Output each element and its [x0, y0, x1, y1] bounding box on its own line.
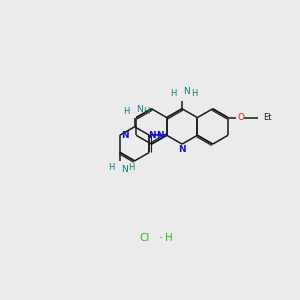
Text: N: N	[136, 105, 142, 114]
Text: N: N	[121, 131, 129, 140]
Text: N: N	[121, 165, 128, 174]
Text: Cl: Cl	[139, 233, 149, 243]
Text: H: H	[165, 233, 173, 243]
Text: H: H	[170, 89, 177, 98]
Text: H: H	[143, 107, 149, 116]
Text: H: H	[108, 163, 115, 172]
Text: O: O	[237, 112, 244, 122]
Text: N: N	[148, 131, 155, 140]
Text: H: H	[191, 89, 197, 98]
Text: H: H	[128, 163, 134, 172]
Text: Et: Et	[263, 112, 271, 122]
Text: N: N	[178, 145, 186, 154]
Text: ·: ·	[158, 232, 162, 245]
Text: H: H	[123, 107, 129, 116]
Text: N: N	[157, 131, 164, 140]
Text: N: N	[184, 87, 190, 96]
